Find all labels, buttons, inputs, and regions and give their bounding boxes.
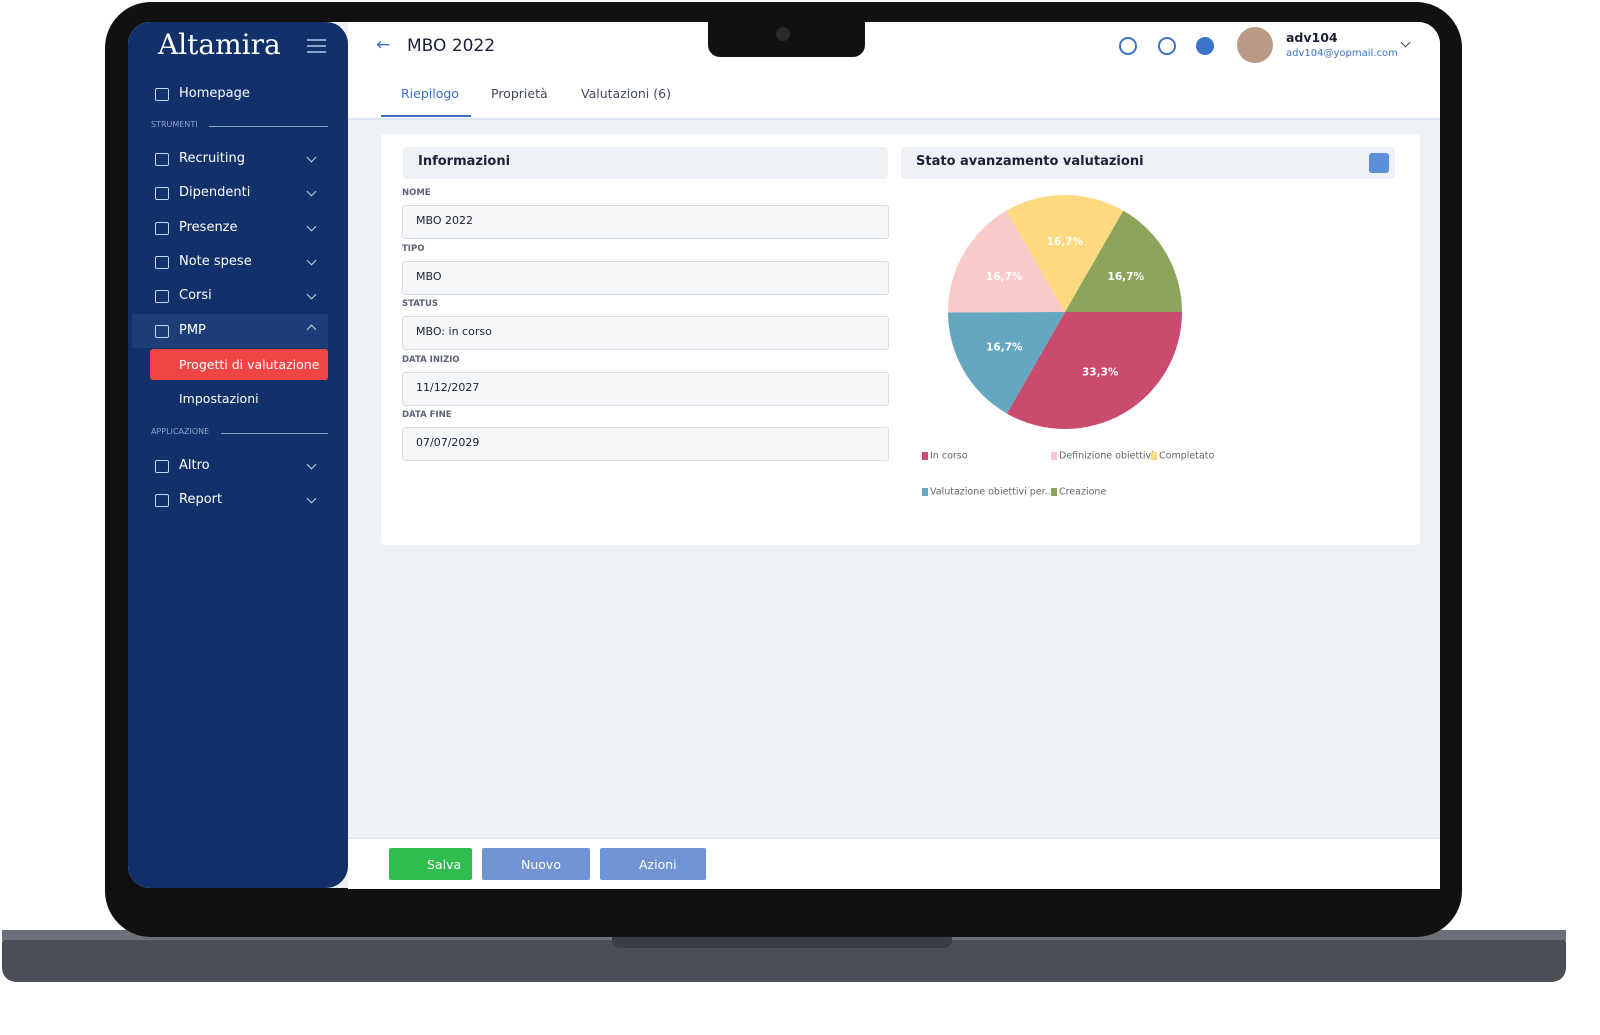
- action-button[interactable]: [482, 848, 590, 880]
- menu-item[interactable]: Dipendenti: [179, 185, 251, 201]
- field-value: MBO: [416, 269, 442, 283]
- menu-toggle-line: [307, 45, 326, 47]
- field-input[interactable]: [402, 371, 889, 406]
- sidebar: [128, 22, 348, 888]
- tab[interactable]: Proprietà: [491, 86, 548, 101]
- section-rule: [221, 432, 328, 434]
- section-title: Informazioni: [418, 154, 511, 169]
- section-title: APPLICAZIONE: [151, 426, 210, 436]
- action-label: Azioni: [639, 857, 677, 872]
- menu-icon: [155, 187, 169, 201]
- avatar: [1237, 27, 1273, 63]
- menu-item[interactable]: Report: [179, 492, 223, 508]
- section-rule: [209, 126, 328, 127]
- tab[interactable]: Riepilogo: [401, 86, 459, 101]
- field-label: TIPO: [402, 243, 425, 254]
- menu-item: Homepage: [179, 86, 250, 101]
- menu-item[interactable]: PMP: [179, 322, 206, 338]
- field-value: MBO 2022: [416, 214, 473, 227]
- bottom-bar: [348, 838, 1440, 889]
- header-icon[interactable]: [1196, 37, 1214, 55]
- header-icon[interactable]: [1158, 37, 1176, 55]
- section-header: [901, 147, 1395, 179]
- laptop-base: [2, 930, 1566, 982]
- menu-item[interactable]: Presenze: [179, 219, 238, 235]
- section-title: STRUMENTI: [151, 120, 198, 129]
- field-input[interactable]: [402, 260, 889, 295]
- field-input[interactable]: [402, 205, 889, 239]
- menu-icon: [155, 324, 169, 338]
- menu-icon: [155, 255, 169, 269]
- menu-item-active-bg: [132, 313, 328, 348]
- action-button[interactable]: [389, 848, 472, 880]
- logo: Altamira: [158, 28, 281, 61]
- menu-icon: [155, 494, 169, 508]
- field-value: 11/12/2027: [416, 380, 480, 394]
- field-input[interactable]: [402, 316, 889, 351]
- action-label: Nuovo: [521, 857, 561, 872]
- tab-underline: [381, 115, 471, 117]
- menu-icon: [155, 221, 169, 235]
- section-header: [403, 147, 888, 179]
- top-bar: [348, 22, 1440, 120]
- menu-subitem-active: [150, 348, 328, 380]
- field-value: 07/07/2029: [416, 436, 480, 450]
- menu-item[interactable]: Corsi: [179, 288, 212, 304]
- menu-toggle-line: [307, 51, 326, 53]
- menu-item[interactable]: Recruiting: [179, 151, 245, 166]
- menu-icon: [155, 153, 169, 166]
- field-label: DATA FINE: [402, 410, 452, 421]
- user-name: adv104: [1286, 30, 1338, 45]
- menu-toggle-line: [307, 39, 326, 41]
- chart-menu[interactable]: [1369, 153, 1389, 173]
- header-icon[interactable]: [1119, 37, 1137, 55]
- camera: [776, 27, 790, 41]
- back-arrow: ←: [376, 35, 391, 55]
- menu-icon: [155, 459, 169, 473]
- field-input[interactable]: [402, 427, 889, 462]
- page-title: MBO 2022: [407, 36, 496, 56]
- menu-item[interactable]: Note spese: [179, 253, 252, 269]
- field-value: MBO: in corso: [416, 325, 492, 339]
- chart-title: Stato avanzamento valutazioni: [916, 154, 1144, 169]
- user-email: adv104@yopmail.com: [1286, 48, 1398, 59]
- menu-subitem[interactable]: Impostazioni: [179, 390, 259, 406]
- menu-icon: [155, 88, 169, 101]
- menu-item[interactable]: Altro: [179, 457, 210, 473]
- field-label: DATA INIZIO: [402, 354, 460, 365]
- tab[interactable]: Valutazioni (6): [581, 86, 671, 101]
- action-button[interactable]: [600, 848, 706, 880]
- menu-subitem[interactable]: Progetti di valutazione: [179, 356, 320, 372]
- menu-icon: [155, 290, 169, 304]
- field-label: NOME: [402, 188, 431, 198]
- action-label: Salva: [427, 857, 462, 872]
- field-label: STATUS: [402, 299, 439, 310]
